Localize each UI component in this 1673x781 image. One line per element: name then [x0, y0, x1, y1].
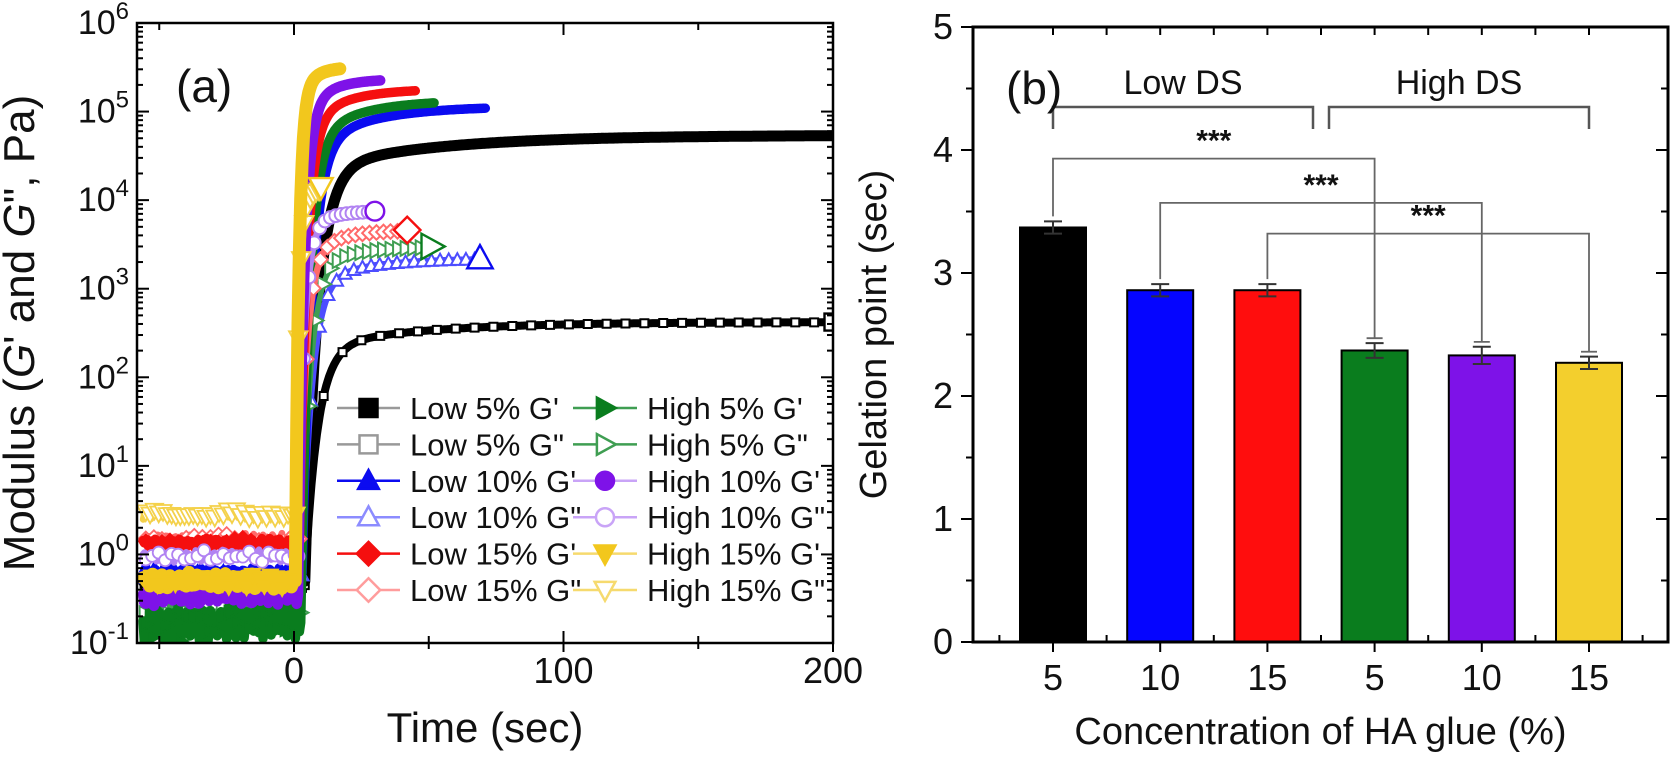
- panel-b-y-tick-labels: 0 1 2 3 4 5: [933, 6, 953, 662]
- group-bracket-low-ds: Low DS: [1051, 64, 1315, 129]
- svg-text:3: 3: [933, 252, 953, 293]
- panel-a-ticks: [137, 22, 834, 652]
- panel-b-label: (b): [1006, 62, 1062, 114]
- panel-a-x-tick-labels: 0 100 200: [284, 650, 863, 691]
- svg-text:103: 103: [78, 264, 129, 308]
- sig-bracket-1: ***: [1052, 125, 1383, 340]
- panel-a-label: (a): [176, 60, 232, 112]
- panel-b-x-axis-label: Concentration of HA glue (%): [1074, 711, 1566, 753]
- panel-a-plot-box: [135, 21, 835, 645]
- bar-high-ds-5: [1340, 349, 1409, 643]
- legend-item-low-10-g: Low 10% G": [337, 500, 581, 535]
- sig-stars-2: ***: [1303, 169, 1338, 202]
- svg-text:High 10% G": High 10% G": [647, 500, 825, 535]
- svg-text:5: 5: [1043, 657, 1063, 698]
- svg-text:0: 0: [284, 650, 304, 691]
- legend-item-high-10-g: High 10% G': [573, 464, 820, 499]
- group-brackets: Low DS High DS: [1051, 64, 1591, 129]
- bar-high-ds-15: [1555, 361, 1623, 643]
- sig-bracket-2: ***: [1159, 169, 1490, 343]
- series-high-5-g: [138, 98, 439, 642]
- group-label-low-ds: Low DS: [1123, 64, 1242, 102]
- svg-text:5: 5: [933, 6, 953, 47]
- group-bracket-high-ds: High DS: [1327, 64, 1591, 129]
- svg-text:10-1: 10-1: [70, 618, 129, 662]
- svg-text:Low 10% G": Low 10% G": [410, 500, 581, 535]
- svg-text:10: 10: [1462, 657, 1502, 698]
- svg-text:High 5% G': High 5% G': [647, 391, 803, 426]
- legend-item-high-10-g: High 10% G": [573, 500, 825, 535]
- panel-b-ticks: [961, 26, 1668, 652]
- legend-item-low-10-g: Low 10% G': [337, 464, 576, 499]
- panel-a-modulus-chart: 0 100 200 106 105 104 103 102 101 100 10-1 Time (se…: [0, 0, 863, 751]
- bar-low-ds-15: [1233, 289, 1302, 643]
- svg-text:100: 100: [533, 650, 593, 691]
- svg-text:15: 15: [1247, 657, 1287, 698]
- legend-item-high-5-g: High 5% G': [573, 391, 803, 426]
- gelation-bars: [1019, 220, 1623, 644]
- error-bar-1: [1151, 283, 1170, 298]
- svg-text:Low 15% G': Low 15% G': [410, 537, 576, 572]
- sig-stars-1: ***: [1196, 125, 1231, 158]
- legend-item-high-15-g: High 15% G": [573, 573, 825, 608]
- svg-text:102: 102: [78, 352, 129, 396]
- panel-a-y-tick-labels: 106 105 104 103 102 101 100 10-1: [70, 0, 129, 662]
- error-bar-4: [1472, 345, 1491, 366]
- sig-stars-3: ***: [1411, 200, 1446, 233]
- series-high-15-g: [138, 62, 347, 598]
- legend-item-high-15-g: High 15% G': [573, 537, 820, 572]
- legend-item-high-5-g: High 5% G": [573, 427, 808, 462]
- svg-text:5: 5: [1365, 657, 1385, 698]
- legend-item-low-15-g: Low 15% G': [337, 537, 576, 572]
- svg-text:4: 4: [933, 129, 953, 170]
- svg-text:2: 2: [933, 375, 953, 416]
- svg-text:0: 0: [933, 621, 953, 662]
- legend-item-low-5-g: Low 5% G": [337, 427, 564, 462]
- svg-text:High 15% G': High 15% G': [647, 537, 820, 572]
- group-label-high-ds: High DS: [1396, 64, 1523, 102]
- modulus-curves: [138, 62, 832, 642]
- svg-text:Low 15% G": Low 15% G": [410, 573, 581, 608]
- svg-text:200: 200: [803, 650, 863, 691]
- error-bar-3: [1365, 342, 1384, 359]
- svg-text:High 15% G": High 15% G": [647, 573, 825, 608]
- error-bar-0: [1044, 220, 1062, 235]
- svg-text:105: 105: [78, 87, 129, 131]
- svg-text:15: 15: [1569, 657, 1609, 698]
- error-bar-2: [1258, 283, 1277, 298]
- bar-low-ds-10: [1126, 289, 1195, 643]
- panel-a-y-axis-label: Modulus (G' and G", Pa): [0, 95, 44, 571]
- sig-bracket-3: ***: [1266, 200, 1597, 353]
- panel-b-x-tick-labels: 5 10 15 5 10 15: [1043, 657, 1609, 698]
- svg-text:100: 100: [78, 529, 129, 573]
- svg-text:101: 101: [78, 441, 129, 485]
- svg-text:106: 106: [78, 0, 129, 42]
- svg-text:1: 1: [933, 498, 953, 539]
- panel-b-y-axis-label: Gelation point (sec): [853, 170, 895, 500]
- svg-text:Low 5% G": Low 5% G": [410, 427, 564, 462]
- svg-text:Low 5% G': Low 5% G': [410, 391, 559, 426]
- svg-text:High 10% G': High 10% G': [647, 464, 820, 499]
- significance-brackets: *** *** ***: [1052, 125, 1597, 353]
- bar-low-ds-5: [1019, 226, 1087, 644]
- legend-item-low-5-g: Low 5% G': [337, 391, 559, 426]
- error-bar-5: [1580, 355, 1598, 370]
- bar-high-ds-10: [1447, 354, 1516, 643]
- panel-a-legend: Low 5% G'Low 5% G"Low 10% G'Low 10% G"Lo…: [337, 391, 825, 608]
- svg-text:104: 104: [78, 175, 129, 219]
- svg-text:High 5% G": High 5% G": [647, 427, 808, 462]
- svg-text:Low 10% G': Low 10% G': [410, 464, 576, 499]
- series-high-10-g: [138, 75, 386, 612]
- svg-text:10: 10: [1140, 657, 1180, 698]
- legend-item-low-15-g: Low 15% G": [337, 573, 581, 608]
- panel-a-x-axis-label: Time (sec): [387, 704, 584, 751]
